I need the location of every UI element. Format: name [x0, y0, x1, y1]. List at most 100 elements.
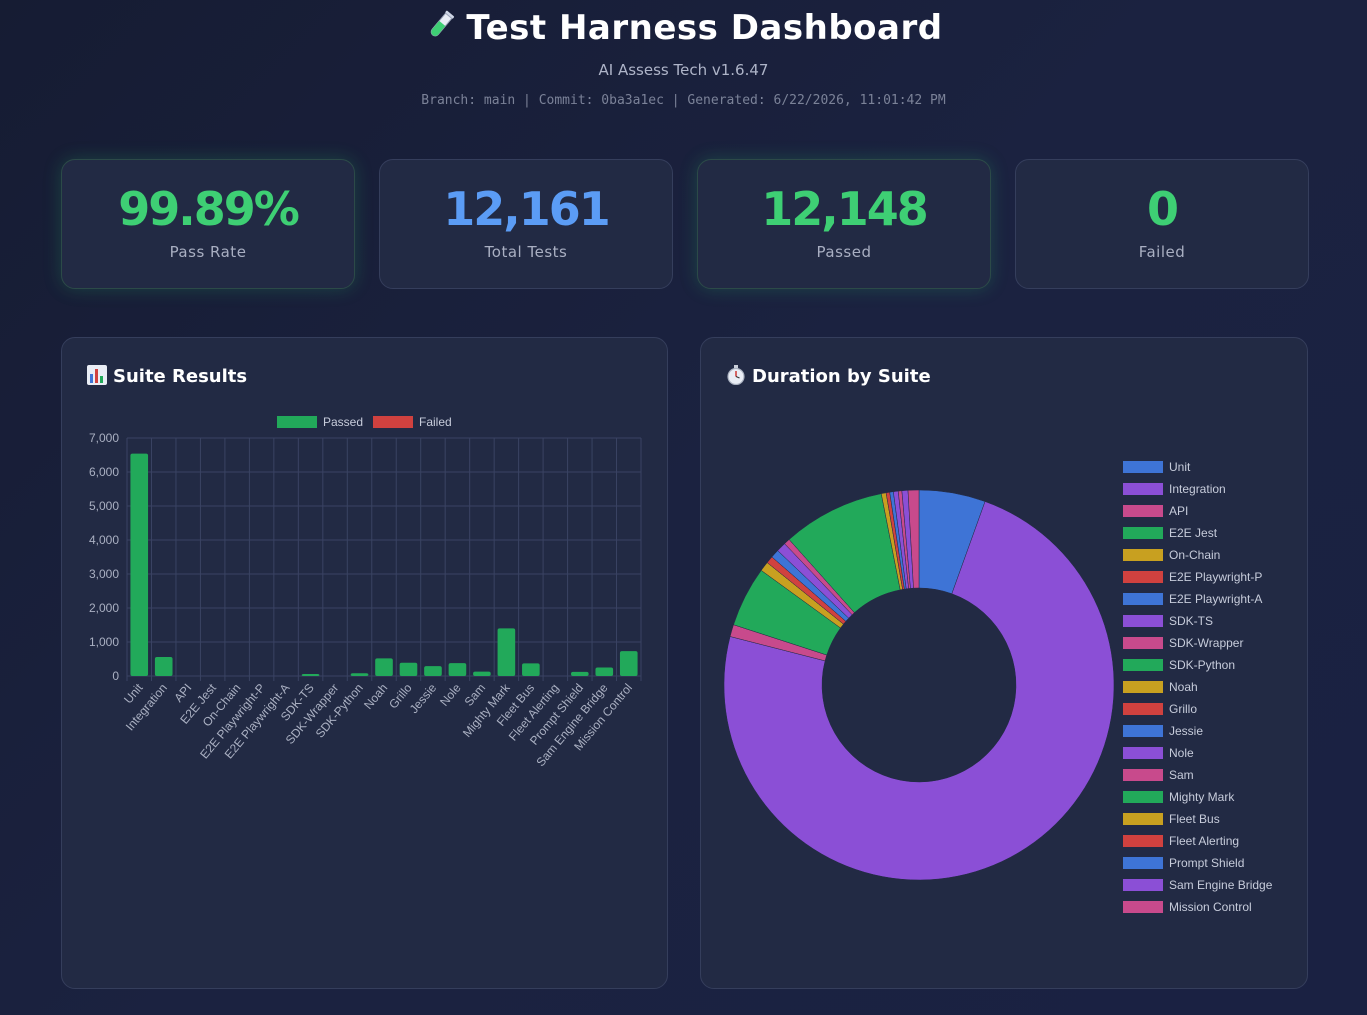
- bar-passed[interactable]: [375, 658, 393, 676]
- app-version: AI Assess Tech v1.6.47: [598, 61, 769, 79]
- bar-passed[interactable]: [570, 671, 589, 676]
- legend-label: SDK-Wrapper: [1169, 636, 1244, 650]
- legend-swatch: [1123, 615, 1163, 627]
- legend-item[interactable]: SDK-TS: [1123, 610, 1313, 632]
- stat-card-passed: 12,148 Passed: [697, 159, 991, 289]
- bar-passed[interactable]: [595, 667, 614, 677]
- legend-item[interactable]: API: [1123, 500, 1313, 522]
- legend-item[interactable]: Fleet Alerting: [1123, 830, 1313, 852]
- bar-passed[interactable]: [448, 663, 467, 676]
- legend-label: E2E Jest: [1169, 526, 1218, 540]
- legend-swatch: [1123, 813, 1163, 825]
- panel-title: Suite Results: [87, 365, 247, 390]
- legend-item[interactable]: On-Chain: [1123, 544, 1313, 566]
- legend-label: E2E Playwright-A: [1169, 592, 1263, 606]
- legend-label: Mission Control: [1169, 900, 1252, 914]
- legend-item[interactable]: Unit: [1123, 456, 1313, 478]
- bar-passed[interactable]: [619, 651, 638, 676]
- stat-value: 12,161: [443, 182, 611, 236]
- stat-label: Failed: [1138, 243, 1186, 261]
- legend-swatch: [1123, 725, 1163, 737]
- legend-item[interactable]: Fleet Bus: [1123, 808, 1313, 830]
- legend-swatch: [1123, 461, 1163, 473]
- duration-legend: Unit Integration API E2E Jest On-Chain E2E Pl…: [1123, 456, 1313, 918]
- y-tick-label: 2,000: [89, 601, 119, 615]
- legend-label: Noah: [1169, 680, 1198, 694]
- x-tick-label: Nole: [437, 681, 464, 709]
- legend-swatch: [1123, 637, 1163, 649]
- build-meta: Branch: main | Commit: 0ba3a1ec | Genera…: [421, 93, 946, 108]
- page-title: Test Harness Dashboard: [0, 8, 1367, 51]
- legend-swatch: [1123, 505, 1163, 517]
- panel-title-text: Duration by Suite: [752, 366, 931, 387]
- legend-label: Nole: [1169, 746, 1194, 760]
- bar-passed[interactable]: [473, 671, 491, 676]
- donut-slice[interactable]: [907, 489, 920, 589]
- bar-passed[interactable]: [522, 663, 540, 676]
- legend-label: Passed: [323, 415, 363, 429]
- y-tick-label: 4,000: [89, 533, 119, 547]
- legend-item[interactable]: Nole: [1123, 742, 1313, 764]
- legend-swatch: [1123, 769, 1163, 781]
- legend-label: Fleet Bus: [1169, 812, 1220, 826]
- legend-label: E2E Playwright-P: [1169, 570, 1263, 584]
- legend-swatch: [1123, 549, 1163, 561]
- legend-label: Jessie: [1169, 724, 1204, 738]
- donut-slice[interactable]: [723, 501, 1115, 881]
- legend-item[interactable]: Mighty Mark: [1123, 786, 1313, 808]
- y-tick-label: 6,000: [89, 465, 119, 479]
- legend-swatch: [1123, 483, 1163, 495]
- duration-donut-chart: [723, 489, 1115, 881]
- y-tick-label: 5,000: [89, 499, 119, 513]
- suite-results-chart: Passed Failed 0 1,000 2,000 3,000 4,000 5,000 6,…: [89, 415, 642, 769]
- y-tick-label: 1,000: [89, 635, 119, 649]
- stat-card-pass-rate: 99.89% Pass Rate: [61, 159, 355, 289]
- bar-passed[interactable]: [301, 673, 320, 676]
- legend-swatch: [1123, 659, 1163, 671]
- legend-item[interactable]: E2E Playwright-A: [1123, 588, 1313, 610]
- bar-passed[interactable]: [130, 453, 149, 676]
- legend-item[interactable]: SDK-Python: [1123, 654, 1313, 676]
- legend-item[interactable]: Prompt Shield: [1123, 852, 1313, 874]
- test-tube-icon: [424, 8, 458, 51]
- legend-label: SDK-Python: [1169, 658, 1236, 672]
- legend-item[interactable]: Sam: [1123, 764, 1313, 786]
- legend-swatch: [277, 416, 317, 428]
- bar-passed[interactable]: [350, 673, 369, 676]
- chart-legend: Passed Failed: [277, 415, 452, 429]
- legend-item[interactable]: SDK-Wrapper: [1123, 632, 1313, 654]
- legend-swatch: [1123, 747, 1163, 759]
- legend-item[interactable]: Jessie: [1123, 720, 1313, 742]
- legend-label: Unit: [1169, 460, 1191, 474]
- stopwatch-icon: [726, 365, 746, 390]
- bar-passed[interactable]: [154, 656, 173, 676]
- y-tick-label: 0: [112, 669, 119, 683]
- bar-passed[interactable]: [497, 628, 516, 676]
- page-title-text: Test Harness Dashboard: [466, 8, 943, 48]
- legend-swatch: [1123, 791, 1163, 803]
- legend-item[interactable]: E2E Playwright-P: [1123, 566, 1313, 588]
- bar-chart-icon: [87, 365, 107, 390]
- stat-value: 0: [1146, 182, 1179, 236]
- legend-swatch: [1123, 703, 1163, 715]
- legend-swatch: [1123, 681, 1163, 693]
- legend-item[interactable]: Integration: [1123, 478, 1313, 500]
- legend-item[interactable]: Grillo: [1123, 698, 1313, 720]
- y-tick-label: 7,000: [89, 431, 119, 445]
- stat-card-total-tests: 12,161 Total Tests: [379, 159, 673, 289]
- x-tick-label: Noah: [361, 681, 390, 712]
- legend-swatch: [1123, 527, 1163, 539]
- legend-label: Mighty Mark: [1169, 790, 1235, 804]
- stat-label: Passed: [816, 243, 872, 261]
- y-tick-label: 3,000: [89, 567, 119, 581]
- legend-item[interactable]: Sam Engine Bridge: [1123, 874, 1313, 896]
- legend-swatch: [373, 416, 413, 428]
- legend-item[interactable]: Mission Control: [1123, 896, 1313, 918]
- legend-item[interactable]: E2E Jest: [1123, 522, 1313, 544]
- legend-swatch: [1123, 857, 1163, 869]
- legend-label: Failed: [419, 415, 452, 429]
- bar-passed[interactable]: [424, 666, 442, 676]
- legend-label: On-Chain: [1169, 548, 1221, 562]
- legend-item[interactable]: Noah: [1123, 676, 1313, 698]
- bar-passed[interactable]: [399, 662, 418, 676]
